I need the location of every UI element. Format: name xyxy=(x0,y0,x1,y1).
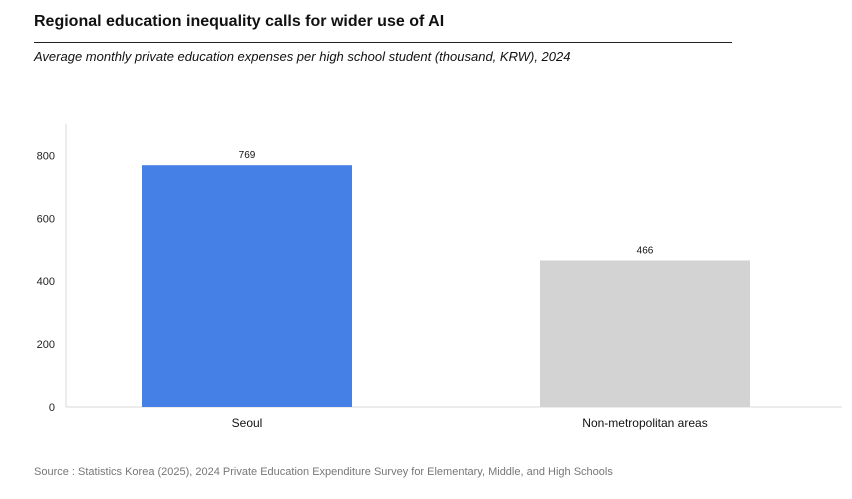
x-tick-label: Seoul xyxy=(232,416,263,430)
data-labels: 769 466 xyxy=(239,150,654,256)
y-tick-label: 200 xyxy=(37,339,55,351)
bar-seoul xyxy=(142,165,352,407)
x-tick-label: Non-metropolitan areas xyxy=(582,416,707,430)
data-label: 769 xyxy=(239,150,256,161)
x-tick-labels: Seoul Non-metropolitan areas xyxy=(232,416,708,430)
y-tick-label: 600 xyxy=(37,213,55,225)
bars xyxy=(142,165,750,407)
y-tick-labels: 0 200 400 600 800 xyxy=(37,150,55,414)
y-tick-label: 800 xyxy=(37,150,55,162)
source-note: Source : Statistics Korea (2025), 2024 P… xyxy=(34,466,613,478)
chart-subtitle: Average monthly private education expens… xyxy=(34,49,571,64)
title-divider xyxy=(34,42,732,43)
y-tick-label: 0 xyxy=(49,402,55,414)
y-tick-label: 400 xyxy=(37,276,55,288)
chart-title: Regional education inequality calls for … xyxy=(34,13,445,30)
data-label: 466 xyxy=(637,245,654,256)
bar-non-metropolitan-areas xyxy=(540,260,750,407)
